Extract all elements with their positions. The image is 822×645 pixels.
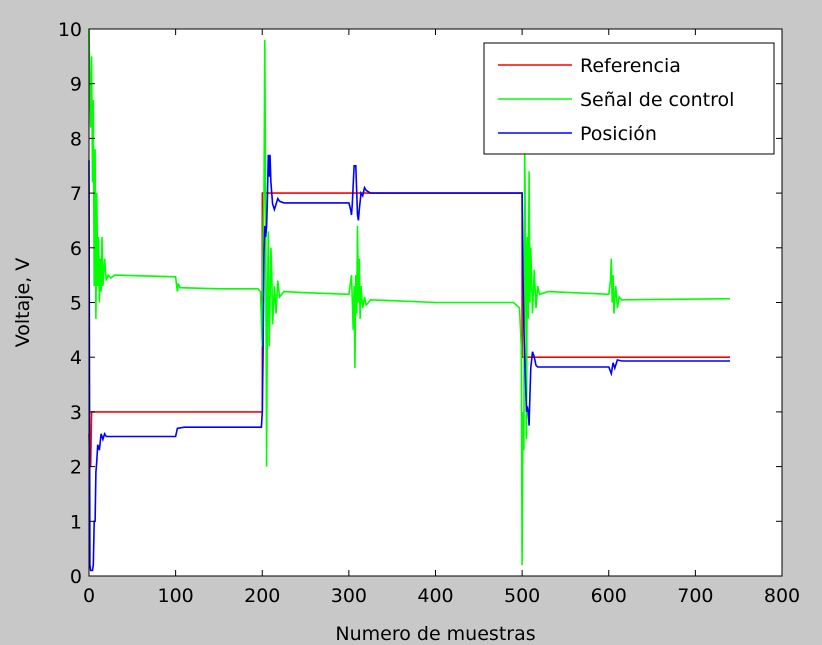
- legend-label-3: Posición: [580, 123, 657, 145]
- x-tick-label: 100: [157, 585, 193, 607]
- y-tick-label: 1: [70, 511, 82, 533]
- y-axis-ticks: 0 1 2 3 4 5 6 7 8 9 10: [58, 19, 782, 588]
- x-tick-label: 300: [331, 585, 367, 607]
- x-tick-label: 700: [677, 585, 713, 607]
- x-tick-label: 800: [764, 585, 800, 607]
- y-tick-label: 8: [70, 128, 82, 150]
- series-line-2: [88, 28, 731, 566]
- y-tick-label: 5: [70, 293, 82, 315]
- x-tick-label: 600: [591, 585, 627, 607]
- x-tick-label: 400: [417, 585, 453, 607]
- y-tick-label: 9: [70, 74, 82, 96]
- y-tick-label: 10: [58, 19, 82, 41]
- y-tick-label: 7: [70, 183, 82, 205]
- y-tick-label: 2: [70, 457, 82, 479]
- legend: Referencia Señal de control Posición: [483, 42, 775, 155]
- x-axis-title: Numero de muestras: [335, 623, 535, 645]
- y-axis-title: Voltaje, V: [12, 258, 34, 348]
- x-axis-ticks: 0 100 200 300 400 500 600 700 800: [83, 29, 800, 607]
- x-tick-label: 500: [504, 585, 540, 607]
- y-tick-label: 6: [70, 238, 82, 260]
- legend-label-1: Referencia: [580, 55, 681, 77]
- y-tick-label: 3: [70, 402, 82, 424]
- x-tick-label: 200: [244, 585, 280, 607]
- y-tick-label: 0: [70, 566, 82, 588]
- series-line-3: [88, 154, 730, 572]
- legend-label-2: Señal de control: [580, 89, 734, 111]
- legend-entries: Referencia Señal de control Posición: [498, 55, 734, 145]
- x-tick-label: 0: [83, 585, 95, 607]
- y-tick-label: 4: [70, 347, 82, 369]
